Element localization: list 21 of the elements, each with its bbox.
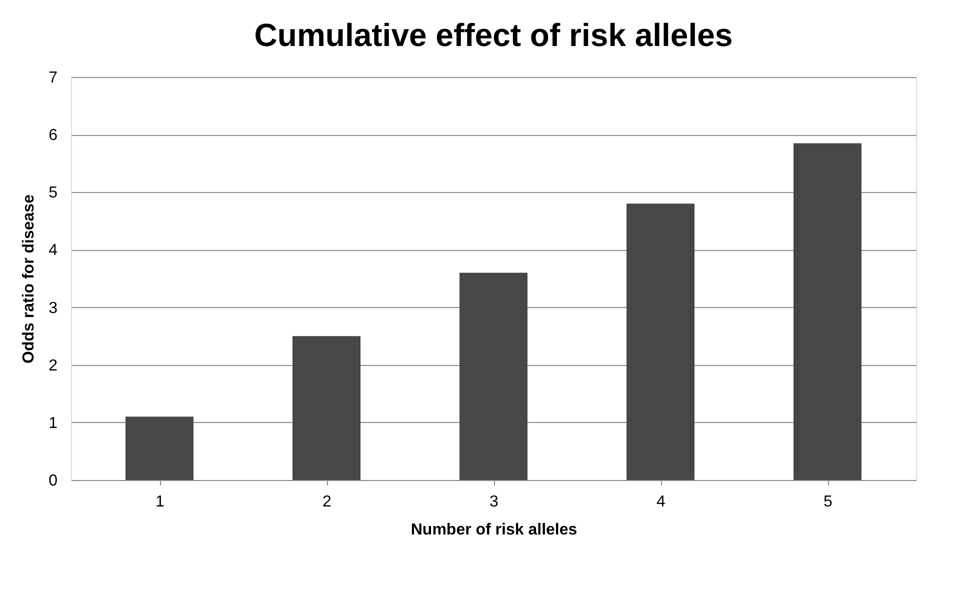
y-tick-label: 0 <box>48 472 58 490</box>
y-tick-label: 6 <box>48 127 58 144</box>
y-axis-title: Odds ratio for disease <box>20 194 38 364</box>
x-tick-label: 1 <box>156 494 165 510</box>
y-tick-label: 5 <box>48 184 58 202</box>
x-tick-label: 5 <box>824 494 833 510</box>
x-tick-label: 3 <box>490 494 499 510</box>
y-tick-label: 1 <box>48 414 58 432</box>
bar <box>794 143 862 480</box>
bar <box>460 272 528 480</box>
x-axis-title: Number of risk alleles <box>410 522 578 538</box>
y-tick-label: 7 <box>48 70 58 86</box>
chart-title: Cumulative effect of risk alleles <box>254 17 733 53</box>
x-tick-label: 4 <box>656 494 666 510</box>
y-tick-label: 2 <box>48 357 58 374</box>
bar <box>126 416 194 480</box>
bar <box>626 204 694 480</box>
y-tick-label: 4 <box>48 242 58 260</box>
bar <box>292 336 360 480</box>
y-tick-label: 3 <box>48 300 58 317</box>
x-tick-label: 2 <box>322 494 332 510</box>
